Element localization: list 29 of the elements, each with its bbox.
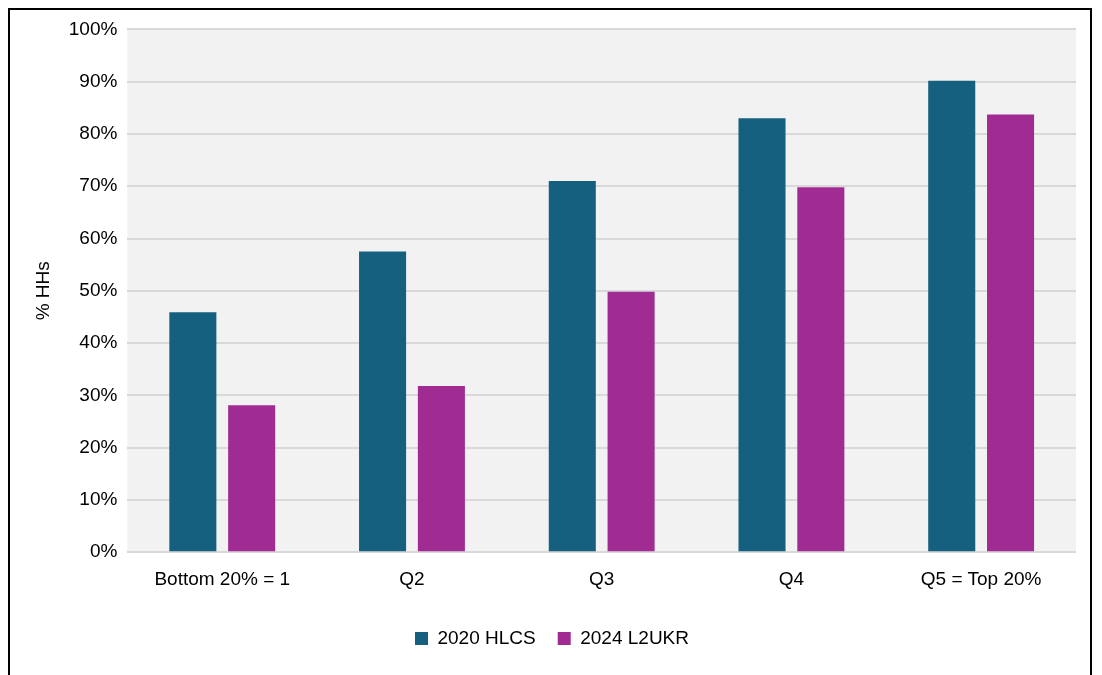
legend-label: 2020 HLCS [437,626,536,648]
y-tick-label: 80% [79,122,118,144]
x-tick-label: Q4 [778,567,805,589]
y-tick-label: 60% [79,226,118,248]
x-tick-label: Q5 = Top 20% [920,567,1042,589]
x-tick-label: Bottom 20% = 1 [154,567,291,589]
bar [797,187,845,552]
y-tick-label: 40% [79,331,118,353]
legend-label: 2024 L2UKR [580,626,690,648]
bar [169,312,217,552]
x-tick-label: Q3 [589,567,615,589]
y-tick-label: 100% [68,17,118,39]
bar [228,405,276,552]
y-tick-label: 30% [79,383,118,405]
y-tick-label: 70% [79,174,118,196]
x-tick-label: Q2 [399,567,425,589]
y-tick-label: 20% [79,435,118,457]
y-tick-label: 90% [79,69,118,91]
bar [359,251,407,552]
y-tick-label: 10% [79,488,118,510]
bar [417,385,465,552]
y-tick-label: 0% [89,540,118,562]
y-axis-title: % HHs [31,261,53,321]
bar [987,114,1035,552]
bar [738,118,786,552]
bar [928,80,976,552]
bar [548,181,596,552]
bar [607,291,655,552]
y-tick-label: 50% [79,279,118,301]
